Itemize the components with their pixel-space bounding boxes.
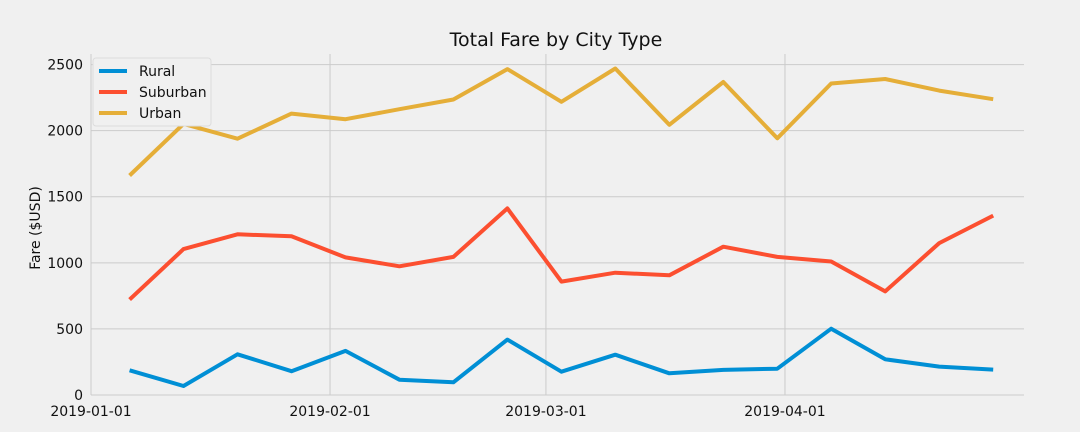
legend-label-rural: Rural	[139, 64, 175, 80]
y-tick-label: 2500	[47, 58, 83, 74]
legend-box	[92, 57, 212, 127]
x-tick-label: 2019-02-01	[289, 404, 370, 420]
series-line-suburban	[128, 206, 995, 302]
y-tick-label: 1500	[47, 190, 83, 206]
y-axis-ticks: 0 500 1000 1500 2000 2500	[47, 58, 83, 404]
series-lines	[128, 66, 995, 388]
y-tick-label: 0	[74, 388, 83, 404]
series-line-rural	[129, 326, 994, 388]
legend-label-suburban: Suburban	[139, 85, 207, 101]
legend: Rural Suburban Urban	[92, 57, 212, 127]
y-tick-label: 500	[56, 322, 83, 338]
y-tick-label: 1000	[47, 256, 83, 272]
x-tick-label: 2019-04-01	[744, 404, 825, 420]
y-axis-label: Fare ($USD)	[28, 186, 44, 270]
x-tick-label: 2019-01-01	[50, 404, 131, 420]
series-line-urban	[128, 66, 994, 177]
y-tick-label: 2000	[47, 124, 83, 140]
grid	[90, 54, 1024, 396]
x-tick-label: 2019-03-01	[505, 404, 586, 420]
chart-title: Total Fare by City Type	[449, 29, 663, 51]
legend-label-urban: Urban	[139, 106, 181, 122]
plot-area	[91, 54, 1024, 395]
x-axis-ticks: 2019-01-01 2019-02-01 2019-03-01 2019-04-01	[50, 404, 825, 420]
